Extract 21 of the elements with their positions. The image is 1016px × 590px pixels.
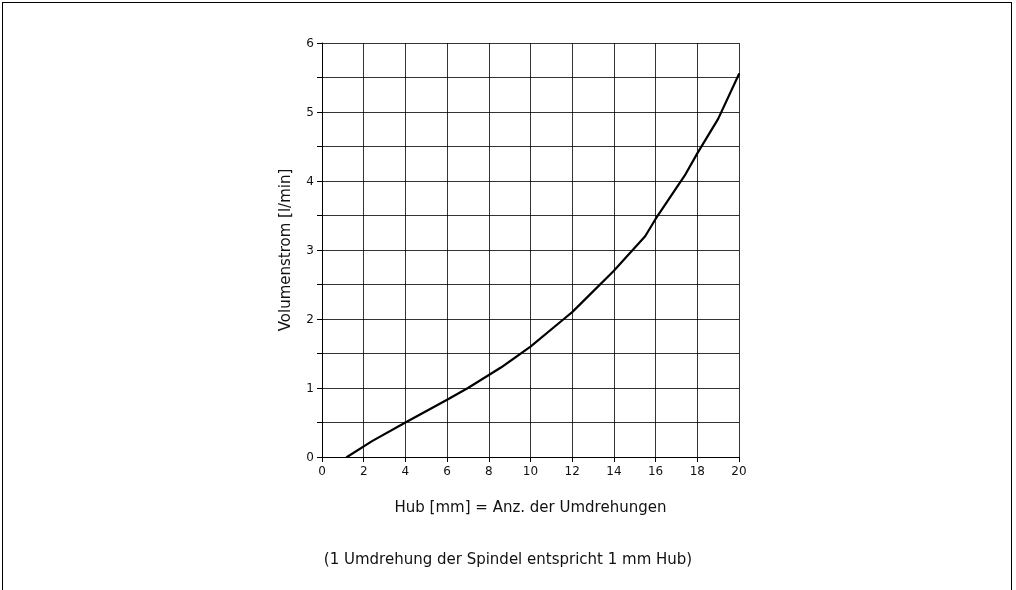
x-tick-label: 0 <box>318 464 326 478</box>
x-tick-label: 6 <box>443 464 451 478</box>
y-tick-label: 2 <box>306 312 314 326</box>
y-tick-label: 3 <box>306 243 314 257</box>
x-tick-label: 14 <box>606 464 622 478</box>
y-tick-label: 0 <box>306 450 314 464</box>
x-tick-label: 20 <box>731 464 747 478</box>
y-axis-title: Volumenstrom [l/min] <box>275 168 294 332</box>
x-axis-title: Hub [mm] = Anz. der Umdrehungen <box>394 497 667 516</box>
y-tick-label: 5 <box>306 105 314 119</box>
x-tick-label: 16 <box>647 464 664 478</box>
x-tick-label: 4 <box>401 464 410 478</box>
x-tick-label: 2 <box>359 464 368 478</box>
x-tick-label: 18 <box>689 464 705 478</box>
x-tick-label: 8 <box>484 464 493 478</box>
y-tick-label: 6 <box>306 36 314 50</box>
x-tick-label: 12 <box>564 464 580 478</box>
x-tick-label: 10 <box>522 464 539 478</box>
text: (1 Umdrehung der Spindel entspricht 1 mm Hub) <box>323 549 693 568</box>
y-tick-label: 4 <box>306 174 314 188</box>
y-tick-label: 1 <box>306 381 314 395</box>
